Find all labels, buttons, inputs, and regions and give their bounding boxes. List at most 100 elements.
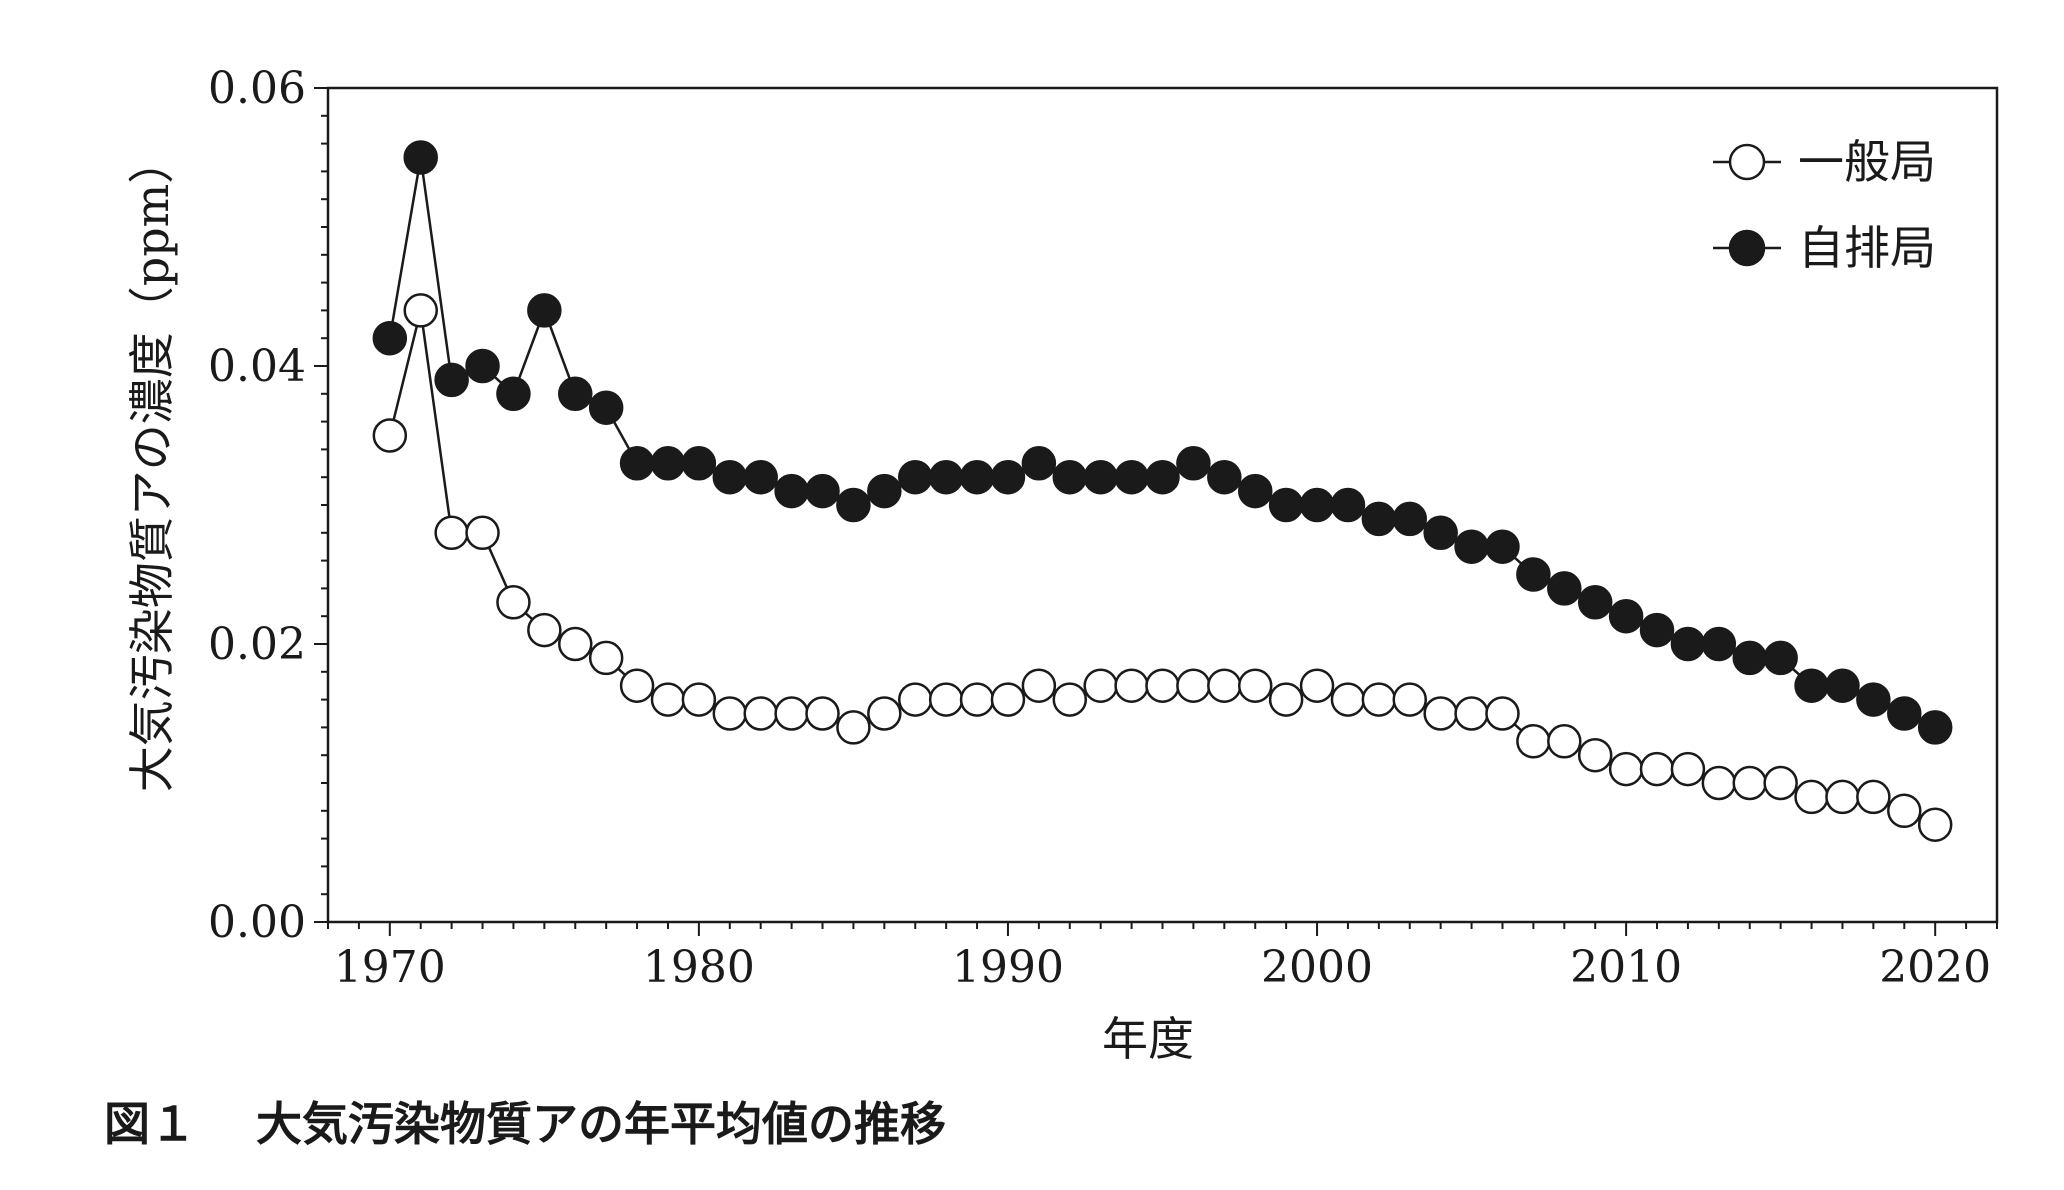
x-tick-label: 2010: [1570, 942, 1682, 993]
data-point-series-1: [1114, 459, 1149, 495]
data-point-series-1: [867, 473, 902, 509]
data-point-series-0: [1516, 724, 1551, 759]
data-point-series-0: [1608, 751, 1644, 787]
data-point-series-1: [1392, 501, 1428, 537]
y-tick-label: 0.02: [208, 619, 306, 670]
series-line-0: [388, 310, 1936, 826]
data-point-series-1: [1917, 710, 1953, 745]
legend-label-roadside: 自排局: [1798, 221, 1936, 275]
axis-ticks: 0.00 0.02 0.04 0.06 1970 1980 1990 2000 2010 2020: [208, 63, 1998, 993]
data-point-series-0: [1392, 682, 1428, 717]
data-point-series-0: [558, 626, 593, 662]
legend-marker-roadside: [1728, 229, 1766, 267]
x-tick-label: 2020: [1879, 942, 1991, 993]
data-point-series-0: [1207, 668, 1242, 703]
data-point-series-1: [1887, 696, 1922, 731]
data-point-series-1: [588, 390, 624, 425]
data-point-series-1: [928, 459, 964, 495]
data-point-series-0: [1917, 807, 1953, 842]
x-tick-label: 1980: [643, 942, 755, 993]
data-point-series-1: [1670, 626, 1706, 662]
data-point-series-0: [836, 710, 871, 745]
data-point-series-0: [1670, 751, 1706, 787]
data-point-series-1: [1454, 529, 1489, 564]
data-point-series-0: [527, 612, 562, 648]
data-point-series-1: [1516, 557, 1551, 592]
data-point-series-0: [928, 682, 964, 717]
data-point-series-0: [743, 696, 778, 731]
data-point-series-1: [1856, 682, 1891, 717]
data-point-series-1: [1547, 571, 1582, 606]
data-point-series-1: [1299, 487, 1335, 523]
data-point-series-0: [1887, 793, 1922, 829]
data-point-series-0: [434, 515, 469, 551]
data-point-series-0: [1423, 696, 1458, 731]
data-point-series-0: [959, 682, 995, 717]
data-point-series-1: [1485, 529, 1520, 564]
data-point-series-0: [403, 293, 438, 328]
x-tick-label: 1970: [334, 942, 446, 993]
data-point-series-1: [1021, 446, 1057, 481]
data-point-series-0: [1237, 668, 1273, 703]
data-point-series-1: [1608, 598, 1644, 634]
data-point-series-1: [990, 459, 1026, 495]
data-point-series-1: [712, 459, 748, 495]
data-point-series-1: [897, 459, 933, 495]
data-point-series-0: [1299, 668, 1335, 703]
data-point-series-0: [1021, 668, 1057, 703]
data-point-series-1: [1083, 459, 1118, 495]
data-point-series-0: [1732, 765, 1767, 801]
data-point-series-1: [1577, 585, 1613, 620]
data-point-series-0: [1176, 668, 1211, 703]
data-point-series-1: [1330, 487, 1366, 523]
data-point-series-0: [372, 418, 408, 453]
data-point-series-1: [650, 446, 686, 481]
data-point-series-1: [836, 487, 871, 523]
figure-caption: 大気汚染物質アの年平均値の推移: [256, 1097, 946, 1151]
data-point-series-0: [1856, 779, 1891, 815]
data-point-series-1: [1825, 668, 1860, 703]
data-point-series-1: [1268, 487, 1304, 523]
data-point-series-0: [1794, 779, 1829, 815]
y-tick-label: 0.00: [208, 897, 306, 948]
x-tick-label: 1990: [952, 942, 1064, 993]
data-point-series-0: [897, 682, 933, 717]
data-point-series-0: [1547, 724, 1582, 759]
data-point-series-0: [1454, 696, 1489, 731]
data-point-series-0: [1763, 765, 1798, 801]
data-point-series-0: [774, 696, 809, 731]
data-point-series-1: [959, 459, 995, 495]
data-point-series-1: [1639, 612, 1675, 648]
data-point-series-0: [588, 640, 624, 676]
data-point-series-1: [743, 459, 778, 495]
data-point-series-1: [805, 473, 840, 509]
data-point-series-0: [1114, 668, 1149, 703]
data-point-series-1: [527, 293, 562, 328]
data-point-series-0: [867, 696, 902, 731]
data-point-series-1: [1794, 668, 1829, 703]
data-point-series-1: [1423, 515, 1458, 551]
data-point-series-0: [619, 668, 655, 703]
data-point-series-1: [1145, 459, 1180, 495]
x-tick-label: 2000: [1261, 942, 1373, 993]
data-point-series-1: [681, 446, 717, 481]
data-point-series-0: [465, 515, 500, 551]
y-axis-title: 大気汚染物質アの濃度（ppm）: [125, 138, 179, 793]
data-point-series-1: [1763, 640, 1798, 676]
x-axis-title: 年度: [1102, 1012, 1194, 1066]
data-point-series-0: [1825, 779, 1860, 815]
data-point-series-0: [1577, 737, 1613, 773]
data-point-series-1: [558, 376, 593, 412]
data-point-series-0: [1268, 682, 1304, 717]
data-point-series-0: [681, 682, 717, 717]
data-point-series-1: [774, 473, 809, 509]
data-point-series-0: [1639, 751, 1675, 787]
data-point-series-1: [403, 140, 438, 175]
data-point-series-0: [805, 696, 840, 731]
data-point-series-1: [1361, 501, 1397, 537]
legend-marker-general: [1728, 143, 1766, 181]
y-tick-label: 0.06: [208, 63, 306, 114]
data-point-series-0: [1701, 765, 1737, 801]
data-point-series-1: [465, 348, 500, 384]
data-point-series-1: [619, 446, 655, 481]
